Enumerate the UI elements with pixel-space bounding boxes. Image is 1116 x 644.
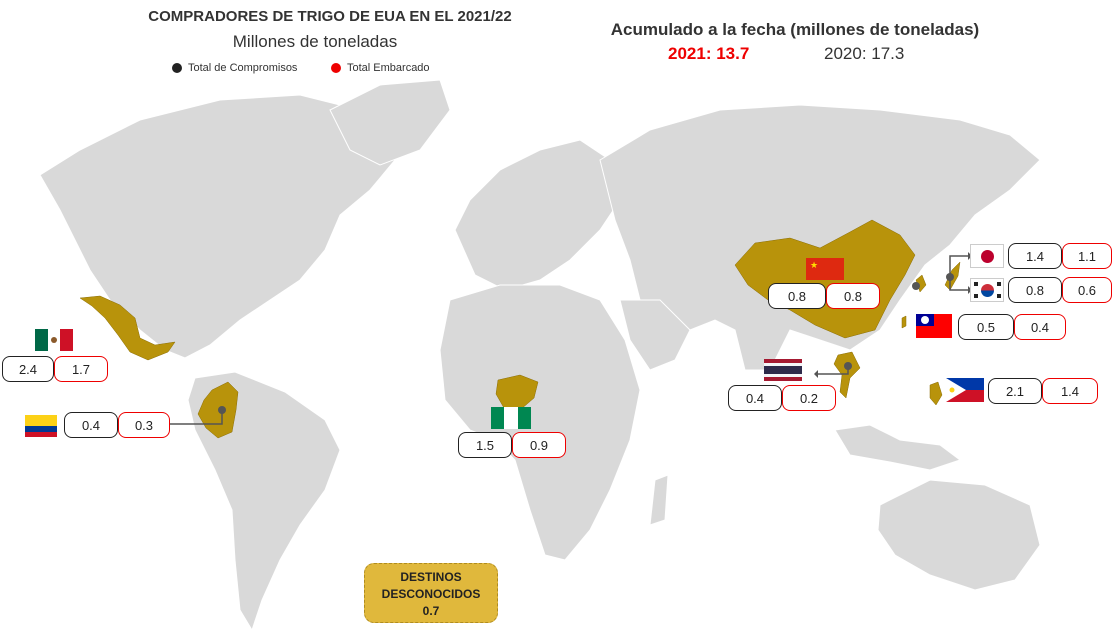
nigeria-flag-icon — [491, 407, 531, 429]
thailand-flag-icon — [764, 359, 802, 381]
north-america-land — [39, 94, 401, 359]
korea-shipped-box: 0.6 — [1062, 277, 1112, 303]
korea-flag-icon — [970, 278, 1004, 302]
japan-commit-box: 1.4 — [1008, 243, 1062, 269]
madagascar-land — [649, 474, 669, 526]
unknown-value: 0.7 — [422, 604, 440, 618]
mexico-shape — [79, 295, 176, 361]
legend-commit: Total de Compromisos — [172, 62, 297, 74]
legend-shipped: Total Embarcado — [331, 62, 430, 74]
mexico-shipped-box: 1.7 — [54, 356, 108, 382]
taiwan-flag-icon — [916, 314, 952, 338]
nigeria-commit-box: 1.5 — [458, 432, 512, 458]
indonesia-land — [834, 424, 962, 471]
unknown-destinations-box: DESTINOS DESCONOCIDOS 0.7 — [364, 563, 498, 623]
nigeria-shipped-box: 0.9 — [512, 432, 566, 458]
japan-flag-icon — [970, 244, 1004, 268]
south-america-land — [187, 371, 341, 632]
mexico-flag-icon — [35, 329, 73, 351]
europe-land — [454, 139, 621, 291]
thailand-shape — [833, 351, 861, 399]
accumulated-2021: 2021: 13.7 — [668, 44, 750, 63]
mexico-commit-box: 2.4 — [2, 356, 54, 382]
red-dot-icon — [331, 63, 341, 74]
colombia-shipped-box: 0.3 — [118, 412, 170, 438]
greenland-land — [329, 79, 451, 166]
philippines-flag-icon — [946, 378, 984, 402]
china-shipped-box: 0.8 — [826, 283, 880, 309]
philippines-shape — [929, 381, 943, 406]
legend-commit-label: Total de Compromisos — [188, 62, 298, 74]
korea-commit-box: 0.8 — [1008, 277, 1062, 303]
thailand-commit-box: 0.4 — [728, 385, 782, 411]
colombia-commit-box: 0.4 — [64, 412, 118, 438]
page-title: COMPRADORES DE TRIGO DE EUA EN EL 2021/2… — [148, 8, 512, 25]
japan-shipped-box: 1.1 — [1062, 243, 1112, 269]
page-subtitle: Millones de toneladas — [232, 32, 398, 51]
accumulated-2020: 2020: 17.3 — [824, 44, 905, 63]
black-dot-icon — [172, 63, 182, 74]
philippines-shipped-box: 1.4 — [1042, 378, 1098, 404]
taiwan-shape — [901, 315, 907, 329]
china-commit-box: 0.8 — [768, 283, 826, 309]
taiwan-shipped-box: 0.4 — [1014, 314, 1066, 340]
australia-land — [877, 479, 1041, 591]
philippines-commit-box: 2.1 — [988, 378, 1042, 404]
colombia-flag-icon — [25, 415, 57, 437]
thailand-shipped-box: 0.2 — [782, 385, 836, 411]
nigeria-shape — [495, 374, 539, 411]
legend-shipped-label: Total Embarcado — [347, 62, 430, 74]
unknown-line2: DESCONOCIDOS — [381, 587, 481, 601]
africa-land — [439, 284, 641, 561]
taiwan-commit-box: 0.5 — [958, 314, 1014, 340]
accumulated-title: Acumulado a la fecha (millones de tonela… — [610, 20, 980, 39]
unknown-line1: DESTINOS — [400, 570, 462, 584]
arabia-land — [619, 299, 691, 371]
china-flag-icon: ★ — [806, 258, 844, 280]
